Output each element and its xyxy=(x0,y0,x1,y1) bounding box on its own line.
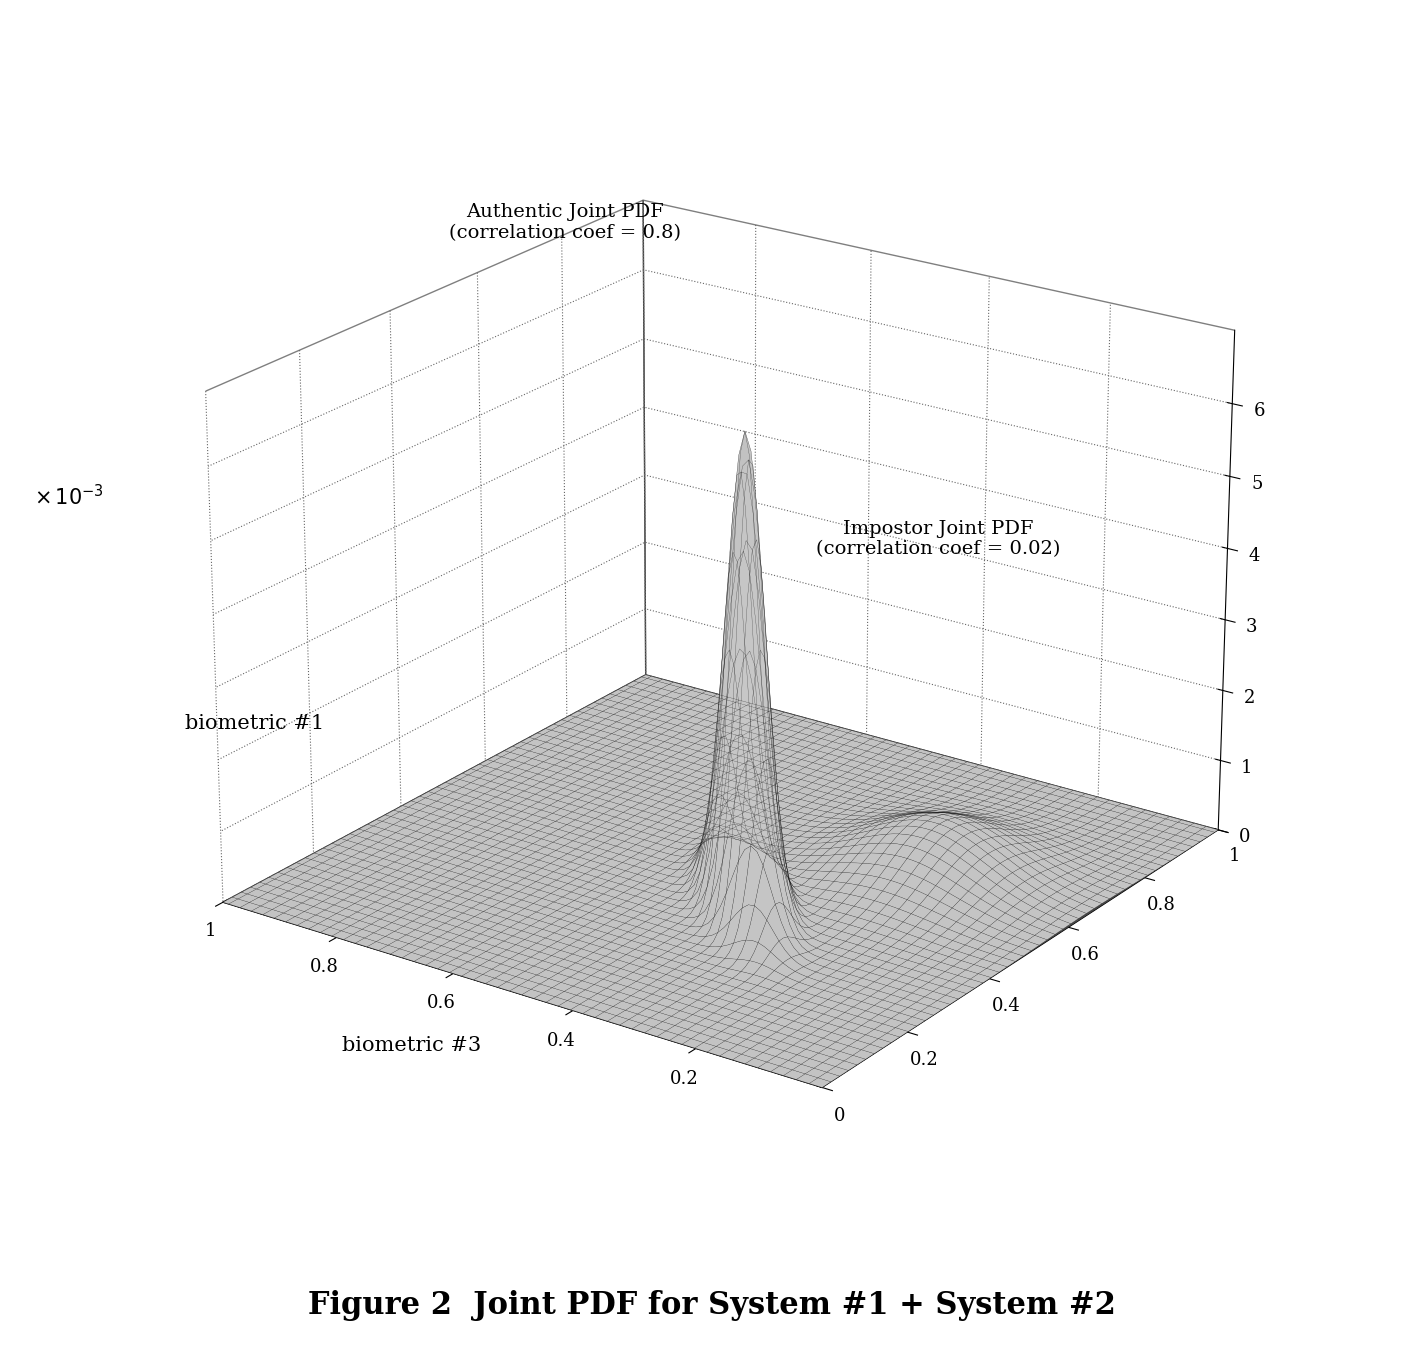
Text: Impostor Joint PDF
(correlation coef = 0.02): Impostor Joint PDF (correlation coef = 0… xyxy=(816,520,1059,559)
Text: Figure 2  Joint PDF for System #1 + System #2: Figure 2 Joint PDF for System #1 + Syste… xyxy=(308,1291,1116,1321)
Text: $\times\,10^{-3}$: $\times\,10^{-3}$ xyxy=(34,484,104,510)
Text: Authentic Joint PDF
(correlation coef = 0.8): Authentic Joint PDF (correlation coef = … xyxy=(449,204,681,242)
